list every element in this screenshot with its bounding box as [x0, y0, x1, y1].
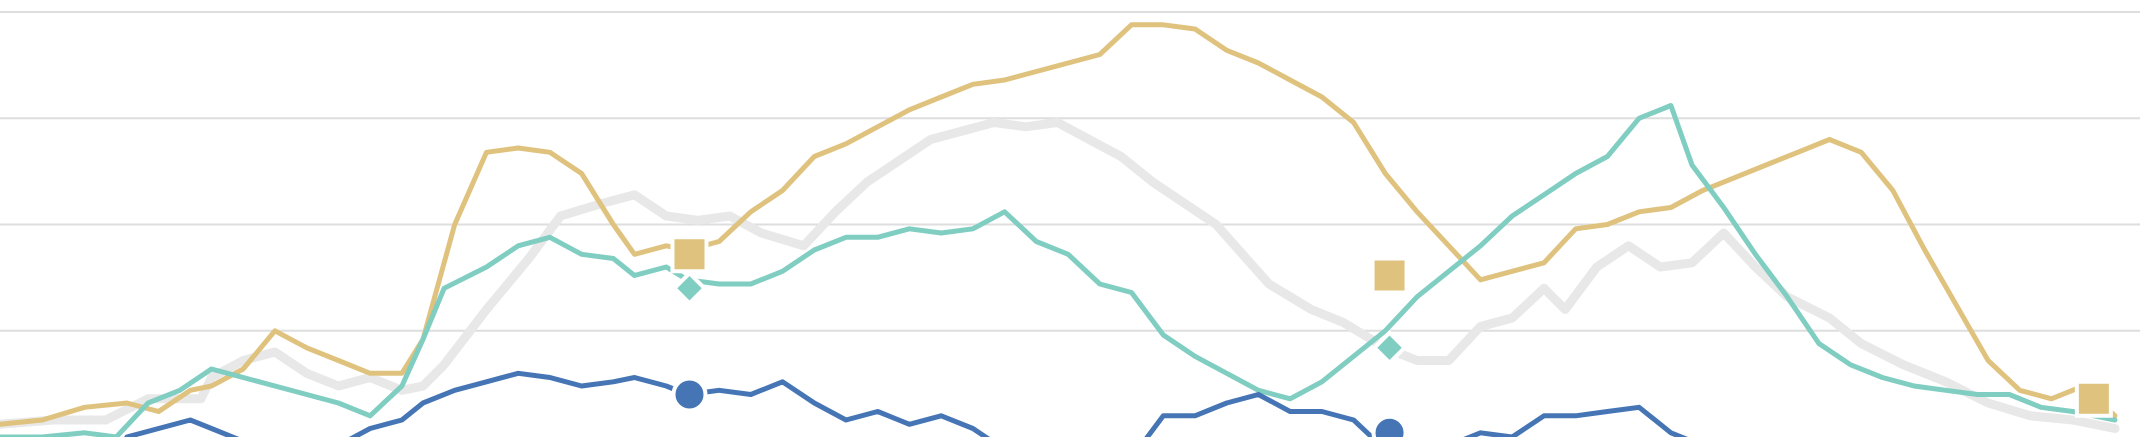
marker-teal-diamond-3: [671, 270, 708, 307]
marker-gold-square-2: [2074, 379, 2113, 418]
marker-blue-circle-5: [671, 376, 708, 413]
series-lines: [0, 22, 2120, 437]
series-line-blue: [124, 370, 1689, 437]
series-line-ghost: [0, 118, 2120, 433]
marker-blue-circle-6: [1371, 414, 1408, 437]
marker-teal-diamond-4: [1371, 329, 1408, 366]
series-line-teal: [0, 103, 2118, 437]
marker-gold-square-1: [1370, 256, 1409, 295]
series-line-gold: [0, 22, 2118, 427]
gridlines: [0, 11, 2140, 332]
marker-gold-square-0: [670, 235, 709, 274]
series-markers: [670, 235, 2113, 437]
